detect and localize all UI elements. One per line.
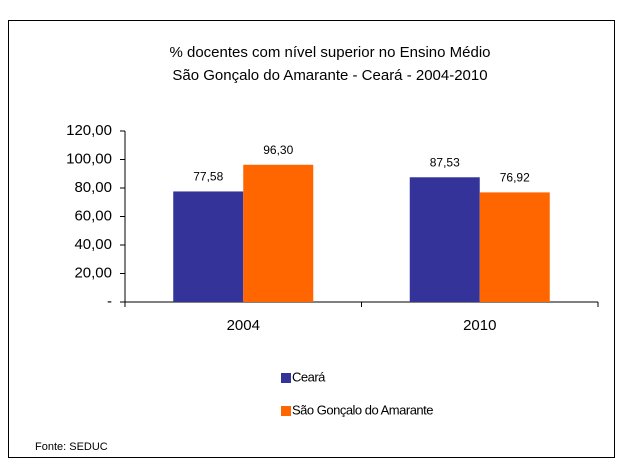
legend-swatch [281, 373, 291, 383]
bar [479, 192, 550, 302]
value-label: 87,53 [430, 155, 460, 169]
legend-label: Ceará [292, 369, 326, 384]
y-tick-label: 20,00 [74, 264, 112, 281]
x-tick-label: 2004 [227, 317, 260, 334]
chart-title: % docentes com nível superior no Ensino … [169, 44, 490, 61]
value-label: 77,58 [193, 170, 223, 184]
y-tick-label: 60,00 [74, 207, 112, 224]
value-label: 76,92 [500, 171, 530, 185]
x-tick-label: 2010 [463, 317, 496, 334]
legend-swatch [281, 406, 291, 416]
bar [409, 177, 480, 302]
y-tick-label: 40,00 [74, 236, 112, 253]
source-note: Fonte: SEDUC [35, 441, 108, 453]
bar [173, 191, 244, 302]
y-tick-label: 80,00 [74, 179, 112, 196]
legend-label: São Gonçalo do Amarante [292, 402, 433, 417]
y-tick-label: 100,00 [66, 150, 112, 167]
y-tick-label: 120,00 [66, 122, 112, 139]
y-tick-label: - [107, 293, 112, 310]
chart-subtitle: São Gonçalo do Amarante - Ceará - 2004-2… [172, 67, 487, 84]
value-label: 96,30 [263, 143, 293, 157]
bar [243, 164, 314, 302]
